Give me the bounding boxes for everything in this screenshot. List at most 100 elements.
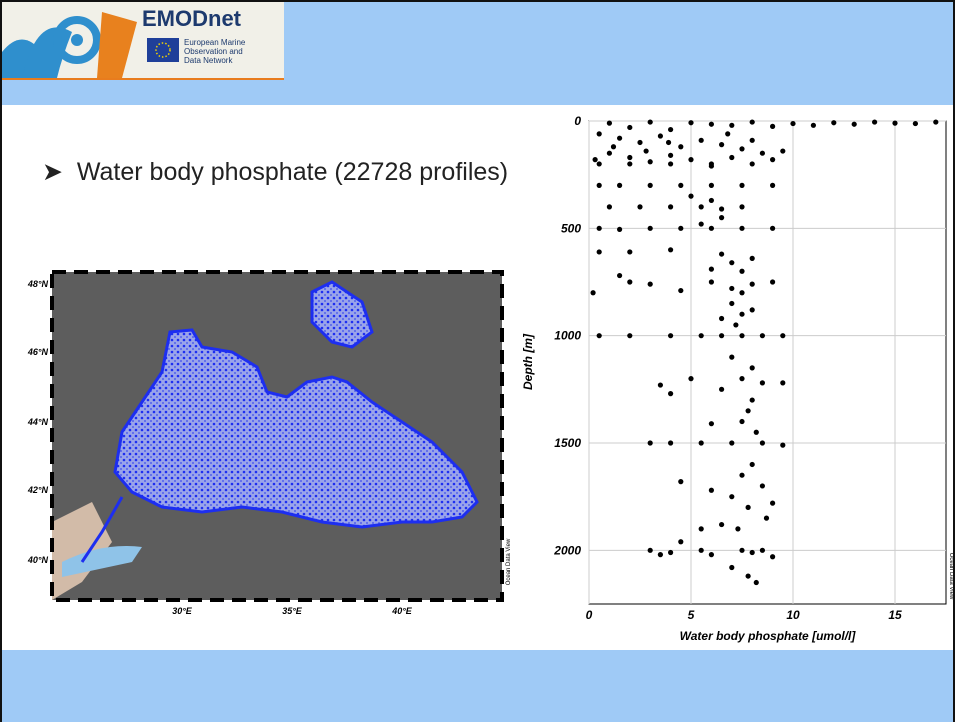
data-point [668, 126, 674, 133]
data-point [780, 380, 786, 386]
data-point [749, 397, 755, 403]
data-point [647, 281, 653, 287]
data-point [770, 225, 776, 231]
data-point [719, 142, 725, 148]
map-credit: Ocean Data View [506, 538, 512, 585]
data-point [735, 526, 741, 532]
black-sea [113, 328, 479, 529]
data-point [739, 376, 745, 382]
data-point [657, 382, 664, 388]
data-point [745, 408, 751, 414]
data-point [643, 148, 649, 154]
data-point [637, 204, 643, 210]
data-point [678, 479, 684, 485]
data-point [753, 579, 759, 586]
data-point [729, 354, 735, 360]
data-point [770, 500, 776, 506]
y-tick-label: 2000 [553, 543, 581, 557]
chart-credit: Ocean Data View [948, 553, 953, 600]
data-point [668, 391, 674, 397]
data-point [617, 226, 623, 233]
data-point [606, 204, 613, 210]
data-point [668, 161, 674, 167]
data-point [719, 206, 725, 212]
data-point [739, 225, 745, 231]
data-point [759, 547, 766, 553]
data-point [637, 139, 643, 146]
data-point [933, 119, 939, 125]
data-point [759, 150, 766, 156]
data-point [596, 182, 602, 188]
data-point [698, 221, 704, 227]
data-point [610, 144, 617, 150]
data-point [627, 161, 633, 167]
data-point [668, 333, 674, 339]
data-point [729, 494, 735, 500]
data-point [698, 440, 704, 446]
data-point [770, 279, 776, 285]
data-point [688, 376, 694, 382]
data-point [688, 193, 694, 199]
data-point [739, 418, 745, 425]
data-point [708, 225, 715, 231]
logo-title: EMODnet [142, 6, 241, 31]
data-point [719, 315, 725, 322]
data-point [688, 120, 694, 126]
data-point [780, 442, 786, 448]
data-point [745, 504, 751, 510]
x-tick-label: 5 [688, 608, 695, 622]
data-point [719, 215, 725, 221]
data-point [745, 573, 751, 579]
data-point [753, 429, 759, 435]
plot-area [588, 120, 947, 605]
data-point [739, 182, 745, 188]
data-point [729, 122, 735, 128]
data-point [749, 137, 755, 143]
data-point [749, 255, 755, 261]
data-point [770, 554, 776, 560]
data-point [668, 247, 674, 253]
data-point [698, 137, 704, 143]
data-point [790, 120, 796, 127]
data-point [596, 225, 602, 231]
data-point [606, 120, 613, 126]
data-point [708, 121, 715, 127]
data-point [729, 260, 735, 266]
data-point [749, 119, 755, 125]
data-point [665, 139, 672, 146]
scatter-chart: 0 5 10 15 0 500 1000 1500 2000 Water body phospha… [521, 114, 953, 643]
data-point [678, 144, 684, 150]
logo-subtitle: European Marine [184, 38, 246, 47]
y-tick-label: 1500 [554, 436, 581, 450]
lon-label: 35°E [282, 606, 303, 616]
data-point [698, 204, 704, 210]
data-point [668, 204, 674, 210]
data-point [739, 290, 745, 296]
data-point [708, 266, 715, 272]
data-point [647, 182, 653, 188]
data-point [892, 120, 898, 126]
data-point [739, 146, 745, 152]
data-point [708, 182, 715, 188]
data-point [647, 440, 653, 446]
data-point [647, 225, 653, 231]
data-point [759, 483, 766, 489]
data-point [725, 131, 731, 137]
data-point [647, 119, 653, 125]
data-point [872, 119, 878, 125]
data-point [770, 123, 776, 129]
data-point [719, 251, 725, 257]
data-point [592, 157, 598, 163]
data-point [708, 487, 715, 493]
bullet: ➤ Water body phosphate (22728 profiles) [42, 158, 509, 186]
map: 48°N 46°N 44°N 42°N 40°N 30°E 35°E 40°E Ocean Da… [27, 270, 512, 616]
data-point [617, 135, 623, 141]
x-tick-label: 0 [586, 608, 593, 622]
y-axis-label: Depth [m] [521, 333, 535, 390]
data-point [708, 197, 715, 204]
data-point [627, 333, 633, 339]
data-point [596, 249, 602, 255]
data-point [668, 549, 674, 556]
